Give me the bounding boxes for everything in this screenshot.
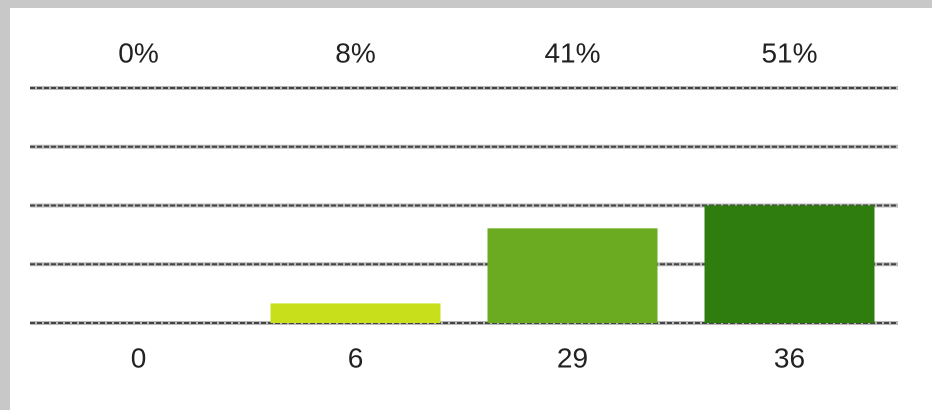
count-label: 6 xyxy=(348,342,364,373)
share-label: 8% xyxy=(335,37,375,68)
frame-top xyxy=(0,0,932,8)
grid xyxy=(30,86,898,325)
frame-left xyxy=(0,0,10,410)
bar xyxy=(487,228,658,323)
count-label: 29 xyxy=(557,342,588,373)
share-label: 51% xyxy=(761,37,817,68)
share-label: 41% xyxy=(544,37,600,68)
bar xyxy=(270,303,441,323)
share-label: 0% xyxy=(118,37,158,68)
bar xyxy=(704,205,875,323)
count-label: 0 xyxy=(131,342,147,373)
count-label: 36 xyxy=(774,342,805,373)
bars xyxy=(270,205,875,323)
